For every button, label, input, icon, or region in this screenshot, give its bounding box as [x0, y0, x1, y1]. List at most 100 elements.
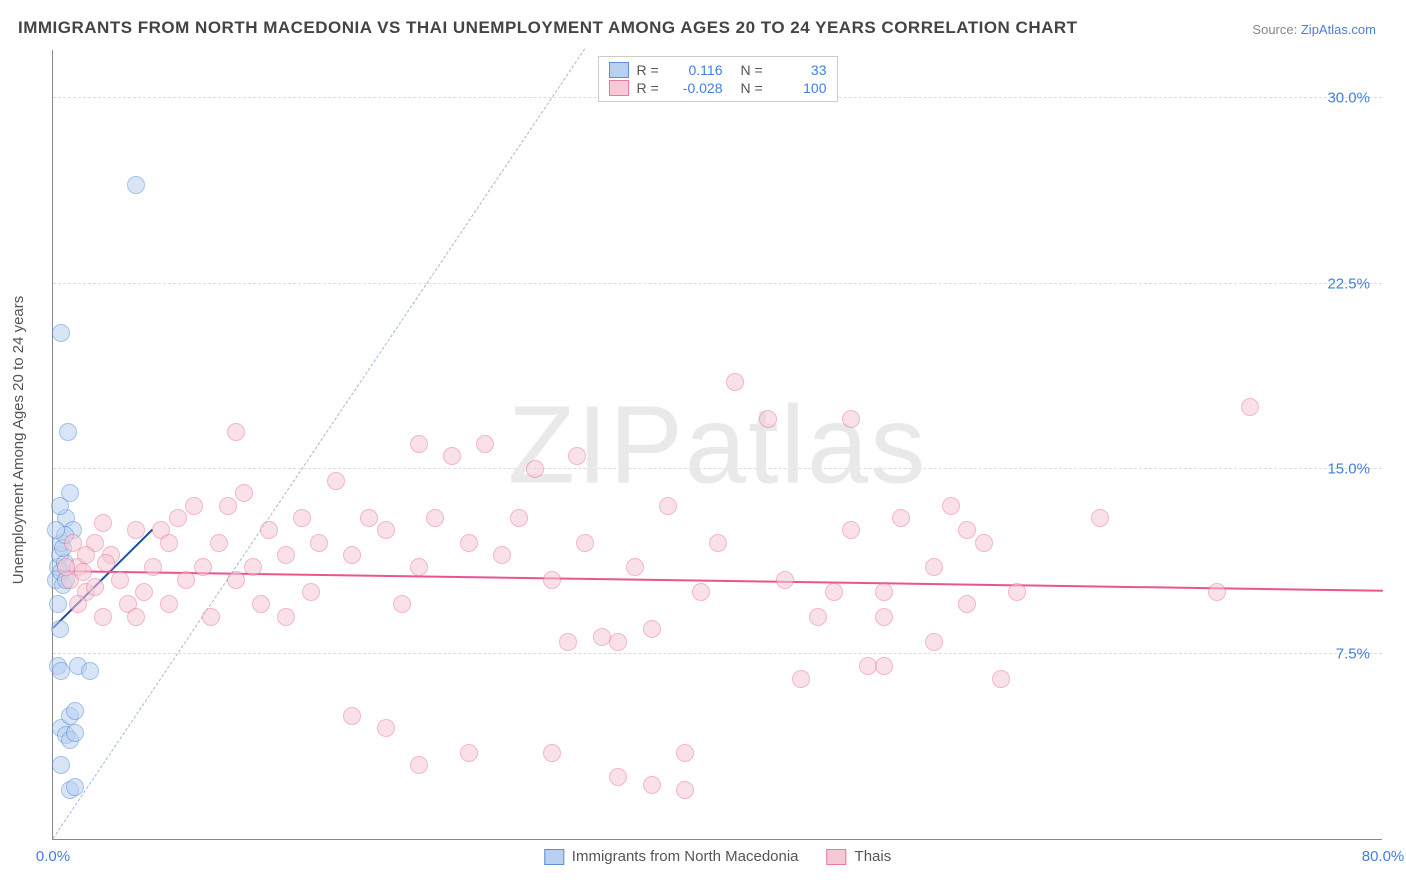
data-point — [127, 176, 145, 194]
data-point — [568, 447, 586, 465]
data-point — [235, 484, 253, 502]
data-point — [74, 563, 92, 581]
data-point — [643, 620, 661, 638]
data-point — [66, 724, 84, 742]
data-point — [69, 595, 87, 613]
data-point — [659, 497, 677, 515]
data-point — [111, 571, 129, 589]
source-label: Source: — [1252, 22, 1297, 37]
data-point — [776, 571, 794, 589]
data-point — [94, 514, 112, 532]
data-point — [66, 778, 84, 796]
scatter-plot-area: ZIPatlas R =0.116N =33R =-0.028N =100 Im… — [52, 50, 1382, 840]
legend-swatch — [544, 849, 564, 865]
data-point — [360, 509, 378, 527]
data-point — [842, 410, 860, 428]
data-point — [759, 410, 777, 428]
data-point — [127, 608, 145, 626]
data-point — [559, 633, 577, 651]
data-point — [97, 554, 115, 572]
data-point — [52, 756, 70, 774]
data-point — [169, 509, 187, 527]
data-point — [942, 497, 960, 515]
data-point — [676, 744, 694, 762]
data-point — [277, 546, 295, 564]
data-point — [160, 595, 178, 613]
legend-label: Immigrants from North Macedonia — [572, 848, 799, 865]
r-value: -0.028 — [673, 80, 723, 96]
n-value: 33 — [777, 62, 827, 78]
data-point — [252, 595, 270, 613]
data-point — [643, 776, 661, 794]
n-label: N = — [741, 80, 769, 96]
data-point — [202, 608, 220, 626]
r-label: R = — [637, 80, 665, 96]
data-point — [293, 509, 311, 527]
data-point — [526, 460, 544, 478]
data-point — [144, 558, 162, 576]
data-point — [1008, 583, 1026, 601]
source-attribution: Source: ZipAtlas.com — [1252, 22, 1376, 37]
data-point — [57, 558, 75, 576]
data-point — [277, 608, 295, 626]
data-point — [47, 521, 65, 539]
r-value: 0.116 — [673, 62, 723, 78]
data-point — [476, 435, 494, 453]
data-point — [210, 534, 228, 552]
data-point — [59, 423, 77, 441]
data-point — [327, 472, 345, 490]
y-tick-label: 15.0% — [1327, 460, 1370, 477]
data-point — [443, 447, 461, 465]
data-point — [127, 521, 145, 539]
y-tick-label: 22.5% — [1327, 275, 1370, 292]
n-value: 100 — [777, 80, 827, 96]
data-point — [609, 768, 627, 786]
y-tick-label: 30.0% — [1327, 90, 1370, 107]
data-point — [177, 571, 195, 589]
watermark-text: ZIPatlas — [508, 381, 927, 508]
data-point — [593, 628, 611, 646]
gridline — [53, 653, 1382, 654]
data-point — [460, 744, 478, 762]
y-axis-label: Unemployment Among Ages 20 to 24 years — [10, 296, 27, 585]
data-point — [859, 657, 877, 675]
y-tick-label: 7.5% — [1336, 645, 1370, 662]
data-point — [260, 521, 278, 539]
data-point — [66, 702, 84, 720]
data-point — [925, 558, 943, 576]
legend-swatch — [827, 849, 847, 865]
data-point — [1208, 583, 1226, 601]
data-point — [185, 497, 203, 515]
data-point — [377, 521, 395, 539]
data-point — [244, 558, 262, 576]
x-tick-label: 0.0% — [36, 848, 70, 865]
n-label: N = — [741, 62, 769, 78]
data-point — [576, 534, 594, 552]
data-point — [992, 670, 1010, 688]
data-point — [1241, 398, 1259, 416]
data-point — [493, 546, 511, 564]
data-point — [52, 324, 70, 342]
data-point — [1091, 509, 1109, 527]
data-point — [543, 744, 561, 762]
stats-legend-box: R =0.116N =33R =-0.028N =100 — [598, 56, 838, 102]
data-point — [135, 583, 153, 601]
data-point — [410, 558, 428, 576]
source-link[interactable]: ZipAtlas.com — [1301, 22, 1376, 37]
data-point — [875, 608, 893, 626]
data-point — [343, 546, 361, 564]
data-point — [626, 558, 644, 576]
data-point — [86, 578, 104, 596]
data-point — [609, 633, 627, 651]
data-point — [227, 423, 245, 441]
data-point — [410, 756, 428, 774]
x-tick-label: 80.0% — [1362, 848, 1405, 865]
data-point — [94, 608, 112, 626]
series-legend: Immigrants from North MacedoniaThais — [544, 848, 891, 865]
legend-item: Immigrants from North Macedonia — [544, 848, 799, 865]
data-point — [875, 657, 893, 675]
data-point — [393, 595, 411, 613]
data-point — [709, 534, 727, 552]
legend-swatch — [609, 62, 629, 78]
data-point — [343, 707, 361, 725]
